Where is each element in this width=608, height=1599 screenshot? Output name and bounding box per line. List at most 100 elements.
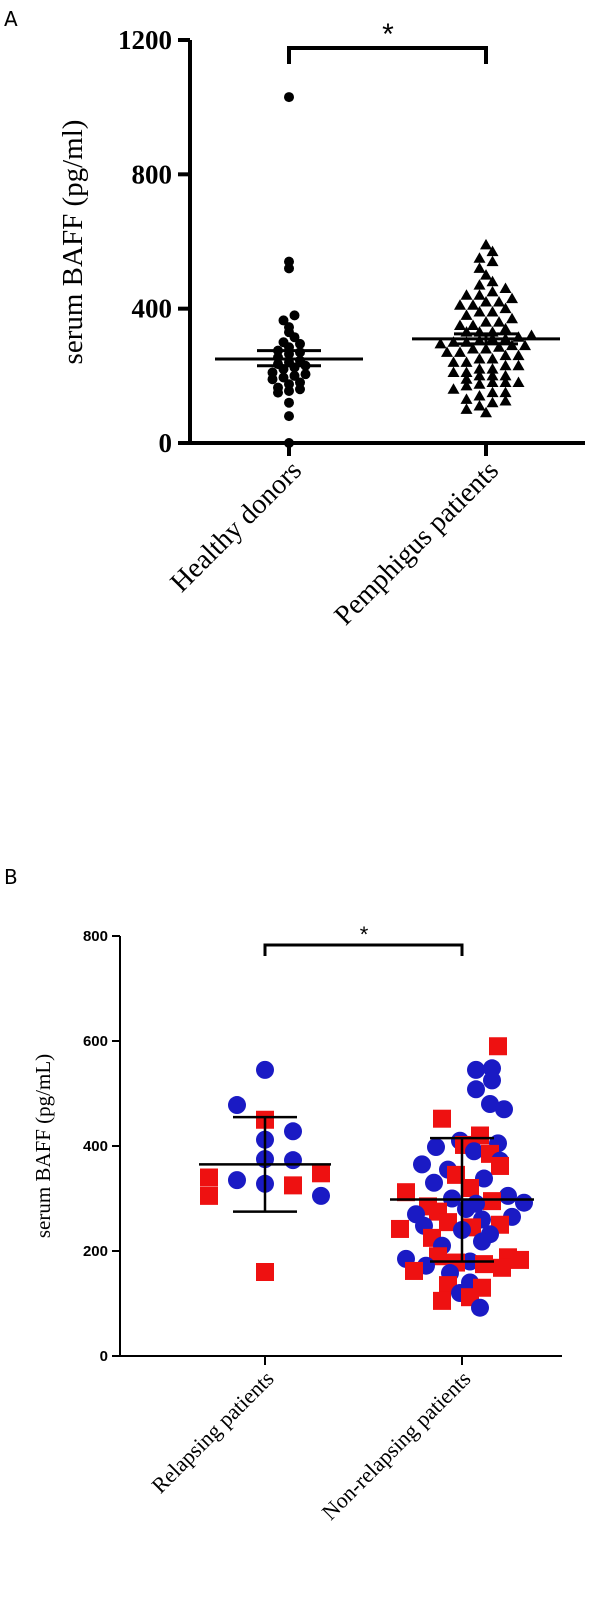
panel-a-point-healthy	[289, 310, 300, 321]
panel-a-point-pemphigus	[486, 363, 499, 374]
panel-a-point-pemphigus	[473, 262, 486, 273]
panel-b-significance: *	[263, 922, 464, 956]
panel-a-point-pemphigus	[486, 396, 499, 408]
panel-a-point-pemphigus	[473, 378, 486, 389]
panel-b-category-label-nonrelapsing: Non-relapsing patients	[317, 1366, 476, 1525]
panel-b-point-square	[200, 1168, 218, 1187]
panel-a-point-pemphigus	[460, 403, 473, 414]
panel-b-point-square	[284, 1176, 302, 1195]
panel-a-point-pemphigus	[473, 252, 486, 263]
panel-a-point-pemphigus	[499, 322, 512, 334]
panel-a-point-pemphigus	[460, 373, 473, 384]
panel-a-category-label-healthy: Healthy donors	[165, 455, 308, 598]
panel-a-point-pemphigus	[486, 376, 499, 388]
panel-a: A serum BAFF (pg/ml) 0 400 800 1200 * Healt…	[4, 7, 585, 631]
panel-a-point-pemphigus	[473, 400, 486, 411]
panel-a-point-healthy	[278, 315, 289, 326]
panel-a-point-pemphigus	[467, 299, 479, 310]
panel-a-point-pemphigus	[506, 292, 518, 304]
panel-a-point-healthy	[284, 438, 294, 448]
panel-a-point-healthy	[273, 382, 283, 393]
panel-b-point-square	[200, 1186, 218, 1205]
panel-a-category-label-pemphigus: Pemphigus patients	[328, 455, 504, 631]
panel-b-point-circle	[467, 1060, 485, 1079]
panel-a-point-healthy	[278, 372, 289, 383]
panel-a-point-pemphigus	[473, 279, 486, 290]
panel-b-point-circle	[495, 1100, 513, 1119]
panel-a-point-healthy	[295, 377, 305, 388]
panel-b-point-square	[511, 1250, 529, 1269]
panel-a-point-healthy	[289, 370, 300, 381]
panel-a-y-tick-label: 1200	[118, 25, 172, 55]
panel-a-point-pemphigus	[460, 393, 473, 404]
panel-a-category-labels: Healthy donors Pemphigus patients	[165, 455, 505, 631]
panel-a-mean-sem	[215, 332, 560, 368]
panel-b-point-circle	[475, 1169, 493, 1188]
panel-b-point-circle	[467, 1080, 485, 1099]
panel-a-point-healthy	[284, 379, 294, 390]
panel-a-y-tick-label: 800	[132, 159, 173, 189]
panel-a-point-pemphigus	[486, 245, 499, 257]
panel-a-point-pemphigus	[473, 306, 486, 317]
panel-b-point-circle	[228, 1171, 246, 1190]
panel-b-y-tick-label: 600	[83, 1033, 108, 1050]
panel-a-point-healthy	[284, 397, 294, 408]
panel-b-letter: B	[4, 865, 18, 889]
panel-a-point-pemphigus	[473, 369, 486, 381]
panel-b-point-square	[489, 1037, 507, 1056]
panel-a-point-pemphigus	[486, 353, 499, 364]
panel-a-point-pemphigus	[473, 353, 486, 364]
panel-b-category-label-relapsing: Relapsing patients	[146, 1366, 278, 1498]
panel-a-point-pemphigus	[512, 359, 525, 371]
panel-a-point-pemphigus	[486, 285, 499, 297]
panel-a-point-pemphigus	[506, 312, 518, 324]
panel-a-point-pemphigus	[460, 356, 473, 367]
panel-b-axes	[112, 935, 562, 1365]
panel-a-y-tick-label: 0	[159, 428, 173, 458]
panel-a-point-healthy	[284, 322, 294, 333]
panel-a-point-pemphigus	[434, 337, 447, 349]
panel-a-point-pemphigus	[447, 366, 460, 377]
panel-a-axes	[178, 38, 585, 456]
panel-b-point-circle	[427, 1138, 445, 1157]
panel-b-point-circle	[473, 1232, 491, 1251]
panel-a-point-pemphigus	[473, 289, 486, 300]
panel-b-point-square	[439, 1213, 457, 1232]
panel-a-letter: A	[4, 7, 18, 31]
panel-b-point-circle	[228, 1096, 246, 1115]
panel-b-point-square	[405, 1261, 423, 1280]
panel-a-significance: *	[287, 18, 488, 64]
panel-a-point-pemphigus	[473, 363, 486, 374]
panel-b-tick-labels: 0 200 400 600 800	[83, 928, 108, 1365]
panel-a-point-pemphigus	[499, 349, 512, 361]
panel-b-point-circle	[483, 1071, 501, 1090]
panel-a-point-healthy	[267, 367, 278, 378]
panel-a-point-pemphigus	[512, 376, 525, 388]
panel-a-significance-bracket	[287, 46, 488, 64]
panel-a-point-pemphigus	[473, 389, 486, 401]
panel-a-significance-star: *	[382, 18, 394, 51]
panel-b-point-circle	[312, 1186, 330, 1205]
panel-b-point-circle	[284, 1122, 302, 1141]
panel-a-point-pemphigus	[499, 359, 512, 371]
panel-b-point-square	[256, 1263, 274, 1281]
panel-a-y-axis-label: serum BAFF (pg/ml)	[57, 120, 89, 365]
panel-b-point-circle	[515, 1193, 533, 1212]
panel-b-y-axis-label: serum BAFF (pg/mL)	[31, 1054, 55, 1238]
panel-a-data-points	[267, 92, 538, 448]
panel-a-point-pemphigus	[499, 395, 512, 406]
panel-b-point-circle	[256, 1060, 274, 1079]
panel-a-point-pemphigus	[480, 295, 492, 307]
panel-a-point-pemphigus	[460, 379, 473, 391]
panel-b-point-square	[447, 1165, 465, 1184]
panel-b-point-square	[391, 1219, 409, 1238]
panel-a-point-pemphigus	[460, 289, 473, 300]
panel-b-point-circle	[425, 1173, 443, 1192]
panel-b-y-tick-label: 0	[100, 1348, 108, 1365]
panel-a-point-pemphigus	[460, 309, 473, 320]
panel-b-point-square	[491, 1156, 509, 1175]
panel-a-point-pemphigus	[447, 383, 460, 394]
panel-a-point-pemphigus	[480, 238, 492, 250]
panel-a-point-pemphigus	[441, 346, 453, 357]
panel-b: B serum BAFF (pg/mL) 0 200 400 600 800 * Rel…	[4, 865, 562, 1525]
